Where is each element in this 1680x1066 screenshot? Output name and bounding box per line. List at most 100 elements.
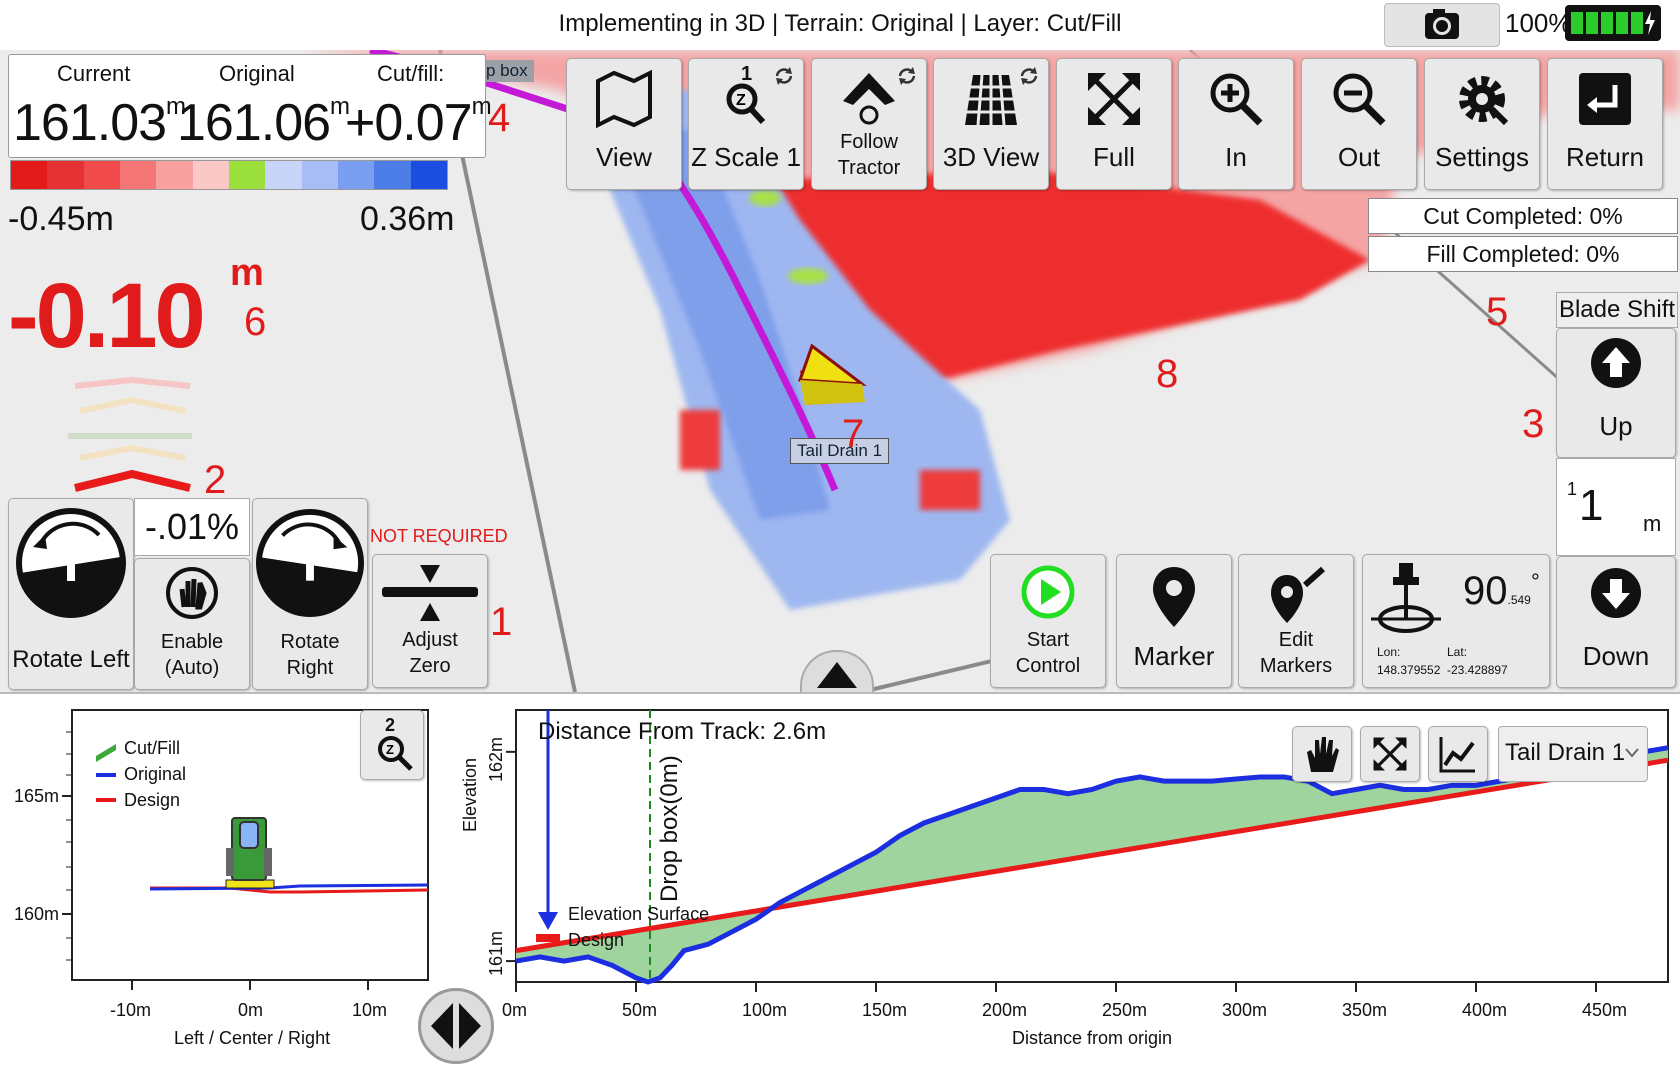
- gear-icon: [1459, 76, 1509, 126]
- track-select[interactable]: Tail Drain 1: [1498, 726, 1648, 782]
- camera-icon: [1425, 9, 1459, 39]
- scale-swatch: [337, 161, 375, 189]
- original-label: Original: [219, 61, 295, 86]
- profile-xtick-label: 150m: [862, 1000, 908, 1020]
- marker-label: Marker: [1133, 641, 1215, 671]
- drop-box-map-label: p box: [480, 60, 534, 82]
- profile-xtick-label: 250m: [1102, 1000, 1148, 1020]
- view-button[interactable]: View: [566, 58, 682, 190]
- profile-xtick-label: 400m: [1462, 1000, 1508, 1020]
- xs-ytick-165: 165m: [14, 786, 60, 806]
- battery-percent: 100%: [1505, 8, 1572, 38]
- chart-type-button[interactable]: [1428, 726, 1488, 782]
- lon-value: 148.379552: [1377, 663, 1441, 677]
- map-pin-icon: [1153, 567, 1195, 627]
- follow-tractor-button[interactable]: Follow Tractor: [811, 58, 927, 190]
- cutfill-value: +0.07: [345, 94, 473, 152]
- profile-xtick-label: 300m: [1222, 1000, 1268, 1020]
- blade-shift-input[interactable]: 1 1 m: [1556, 458, 1676, 556]
- down-label: Down: [1582, 641, 1650, 671]
- full-button[interactable]: Full: [1056, 58, 1172, 190]
- legend-original: Original: [124, 764, 187, 784]
- arrow-up-circle-icon: [1591, 338, 1641, 388]
- original-value: 161.06: [177, 94, 331, 152]
- marker-button[interactable]: Marker: [1116, 554, 1232, 688]
- legend-design: Design: [124, 790, 181, 810]
- map-icon: [596, 69, 652, 129]
- blade-offset-value: -0.10: [8, 265, 206, 367]
- blade-shift-up-button[interactable]: Up: [1556, 328, 1676, 458]
- scale-swatch: [119, 161, 157, 189]
- rotate-right-button[interactable]: Rotate Right: [252, 498, 368, 690]
- edit-label-2: Markers: [1259, 655, 1333, 677]
- title-bar: Implementing in 3D | Terrain: Original |…: [0, 0, 1680, 51]
- blade-shift-value: 1: [1579, 481, 1604, 530]
- lon-label: Lon:: [1377, 645, 1401, 659]
- current-value-wrap: 161.03m: [13, 93, 186, 153]
- window-title: Implementing in 3D | Terrain: Original |…: [558, 10, 1122, 37]
- scale-swatch: [228, 161, 266, 189]
- not-required-label: NOT REQUIRED: [370, 526, 508, 546]
- scale-swatch: [47, 161, 84, 189]
- scale-swatch: [374, 161, 411, 189]
- zoom-out-label: Out: [1338, 142, 1380, 172]
- start-label-1: Start: [1026, 629, 1070, 651]
- svg-text:Z: Z: [386, 742, 394, 757]
- follow-arrow-icon: [843, 73, 895, 125]
- sync-icon: [1020, 67, 1038, 85]
- follow-label-1: Follow: [840, 131, 898, 153]
- slope-value: -.01%: [134, 498, 250, 556]
- start-control-button[interactable]: Start Control: [990, 554, 1106, 688]
- profile-xtick-label: 50m: [622, 1000, 658, 1020]
- enable-auto-label: Enable (Auto): [135, 629, 249, 681]
- return-icon: [1579, 73, 1631, 125]
- view-3d-button[interactable]: 3D View: [933, 58, 1049, 190]
- blade-shift-down-button[interactable]: Down: [1556, 556, 1676, 688]
- heading-degree: °: [1531, 569, 1540, 594]
- start-label-2: Control: [1015, 655, 1081, 677]
- hand-auto-icon: [166, 567, 218, 619]
- follow-tractor-label: Follow Tractor: [812, 129, 926, 181]
- profile-full-button[interactable]: [1360, 726, 1420, 782]
- heading-sub: .549: [1507, 593, 1531, 607]
- profile-xtick-label: 100m: [742, 1000, 788, 1020]
- original-line: [515, 745, 1669, 985]
- annotation-3: 3: [1522, 402, 1545, 446]
- settings-button[interactable]: Settings: [1424, 58, 1540, 190]
- annotation-4: 4: [488, 96, 511, 140]
- pan-button[interactable]: [1292, 726, 1352, 782]
- blade-offset-unit: m: [230, 252, 264, 294]
- current-value: 161.03: [13, 94, 167, 152]
- zoom-in-button[interactable]: In: [1178, 58, 1294, 190]
- z-scale-button[interactable]: Z 1 Z Scale 1: [688, 58, 804, 190]
- zoom-out-button[interactable]: Out: [1301, 58, 1417, 190]
- gps-heading-panel[interactable]: 90.549 ° Lon: Lat: 148.379552 -23.428897: [1362, 554, 1550, 688]
- original-value-wrap: 161.06m: [177, 93, 350, 153]
- enable-auto-button[interactable]: Enable (Auto): [134, 558, 250, 690]
- cutfill-label: Cut/fill:: [377, 61, 445, 86]
- original-unit: m: [330, 93, 350, 120]
- xs-zscale-button[interactable]: 2 Z: [360, 710, 424, 780]
- grid-3d-icon: [965, 74, 1017, 126]
- heading-wrap: 90.549: [1463, 569, 1531, 614]
- sync-icon: [898, 67, 916, 85]
- rotate-right-label-1: Rotate: [280, 631, 340, 653]
- scale-swatch: [83, 161, 120, 189]
- hand-pan-icon: [1307, 737, 1339, 772]
- enable-label-1: Enable: [160, 631, 224, 653]
- zoom-out-icon: [1333, 73, 1386, 126]
- scale-swatch: [11, 161, 48, 189]
- line-chart-icon: [1439, 737, 1475, 773]
- annotation-8: 8: [1156, 352, 1179, 396]
- edit-markers-button[interactable]: Edit Markers: [1238, 554, 1354, 688]
- camera-button[interactable]: [1384, 3, 1500, 47]
- adjust-zero-button[interactable]: Adjust Zero: [372, 554, 488, 688]
- rotate-left-button[interactable]: Rotate Left: [8, 498, 134, 690]
- xs-ytick-160: 160m: [14, 904, 60, 924]
- return-button[interactable]: Return: [1547, 58, 1663, 190]
- panel-resize-handle[interactable]: [418, 988, 494, 1064]
- blade-shift-unit: m: [1643, 511, 1662, 536]
- profile-ytick-161: 161m: [486, 930, 506, 976]
- xs-xlabel: Left / Center / Right: [174, 1028, 331, 1048]
- heading-value: 90: [1463, 569, 1508, 613]
